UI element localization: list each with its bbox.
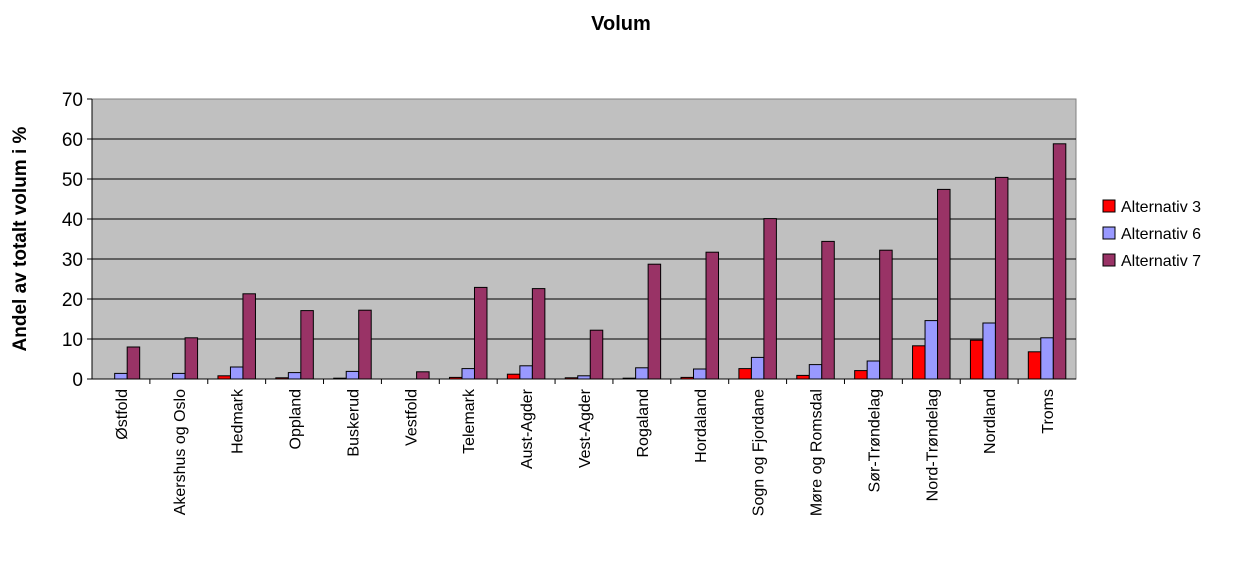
- y-tick-label: 0: [72, 370, 83, 391]
- y-tick-label: 30: [62, 250, 83, 271]
- x-tick-label: Sør-Trøndelag: [866, 389, 883, 492]
- bar-alternativ-7: [416, 371, 430, 380]
- x-axis-ticks: Østfold Akershus og Oslo Hedmark Oppland Bus…: [114, 379, 1057, 516]
- x-tick-label: Nord-Trøndelag: [924, 389, 941, 501]
- bar-alternativ-6: [924, 320, 939, 380]
- bar-alternativ-7: [473, 286, 488, 380]
- bar-alternativ-3: [969, 339, 984, 380]
- y-tick-label: 50: [62, 170, 83, 191]
- bar-alternativ-6: [635, 367, 649, 380]
- x-tick-label: Akershus og Oslo: [172, 389, 189, 515]
- bar-alternativ-6: [519, 365, 533, 380]
- bar-alternativ-7: [647, 263, 662, 380]
- bar-alternativ-7: [300, 310, 314, 380]
- bar-alternativ-7: [531, 288, 546, 380]
- bar-alternativ-7: [994, 176, 1009, 380]
- x-tick-label: Østfold: [114, 389, 131, 440]
- bar-alternativ-6: [808, 364, 823, 380]
- bar-alternativ-7: [705, 251, 720, 380]
- x-tick-label: Sogn og Fjordane: [751, 389, 768, 516]
- x-tick-label: Aust-Agder: [519, 388, 536, 469]
- bar-alternativ-3: [854, 370, 868, 380]
- bar-alternativ-6: [866, 360, 881, 380]
- bar-alternativ-3: [738, 368, 752, 380]
- y-axis-ticks: 0 10 20 30 40 50 60 70: [62, 90, 1076, 391]
- bar-alternativ-7: [242, 293, 256, 380]
- legend-swatch: [1102, 226, 1116, 240]
- legend-swatch: [1102, 199, 1116, 213]
- x-tick-label: Hordaland: [693, 389, 710, 463]
- bar-alternativ-3: [796, 374, 810, 380]
- x-tick-label: Vest-Agder: [577, 388, 594, 468]
- bar-alternativ-7: [937, 188, 951, 380]
- x-tick-label: Møre og Romsdal: [809, 389, 826, 516]
- bar-alternativ-6: [750, 356, 765, 380]
- y-tick-label: 20: [62, 290, 83, 311]
- bar-alternativ-7: [821, 240, 835, 380]
- y-tick-label: 70: [62, 90, 83, 111]
- y-tick-label: 40: [62, 210, 83, 231]
- y-tick-label: 60: [62, 130, 83, 151]
- plot-area: [91, 98, 1077, 380]
- bar-alternativ-7: [1052, 143, 1067, 380]
- x-tick-label: Telemark: [461, 388, 478, 454]
- bar-alternativ-3: [1027, 351, 1042, 380]
- legend-label: Alternativ 7: [1121, 253, 1201, 270]
- legend-swatch: [1102, 253, 1116, 267]
- bar-alternativ-6: [461, 368, 475, 380]
- bar-alternativ-6: [229, 366, 244, 380]
- x-tick-label: Vestfold: [403, 389, 420, 446]
- bar-alternativ-7: [763, 218, 777, 380]
- x-tick-label: Hedmark: [230, 388, 247, 454]
- bar-alternativ-7: [879, 249, 893, 380]
- bar-alternativ-6: [693, 368, 707, 380]
- bars: [114, 143, 1067, 380]
- x-tick-label: Troms: [1040, 389, 1057, 434]
- legend-label: Alternativ 6: [1121, 226, 1201, 243]
- bar-alternativ-6: [1040, 337, 1054, 380]
- bar-alternativ-7: [589, 329, 604, 380]
- x-tick-label: Buskerud: [345, 389, 362, 457]
- bar-alternativ-7: [184, 337, 199, 380]
- gridlines: [92, 138, 1076, 340]
- bar-alternativ-6: [114, 372, 128, 380]
- y-tick-label: 10: [62, 330, 83, 351]
- bar-alternativ-7: [358, 309, 372, 380]
- legend-label: Alternativ 3: [1121, 199, 1201, 216]
- bar-alternativ-3: [506, 373, 521, 380]
- bar-alternativ-6: [172, 372, 186, 380]
- y-axis-label: Andel av totalt volum i %: [10, 126, 31, 351]
- x-tick-label: Nordland: [982, 389, 999, 454]
- x-tick-label: Oppland: [288, 389, 305, 450]
- bar-alternativ-7: [126, 346, 141, 380]
- x-tick-label: Rogaland: [635, 389, 652, 458]
- bar-alternativ-3: [912, 345, 926, 380]
- bar-alternativ-6: [345, 370, 360, 380]
- legend: Alternativ 3 Alternativ 6 Alternativ 7: [1102, 199, 1201, 270]
- bar-alternativ-6: [287, 372, 302, 380]
- bar-alternativ-6: [982, 322, 996, 380]
- chart-title: Volum: [591, 13, 651, 35]
